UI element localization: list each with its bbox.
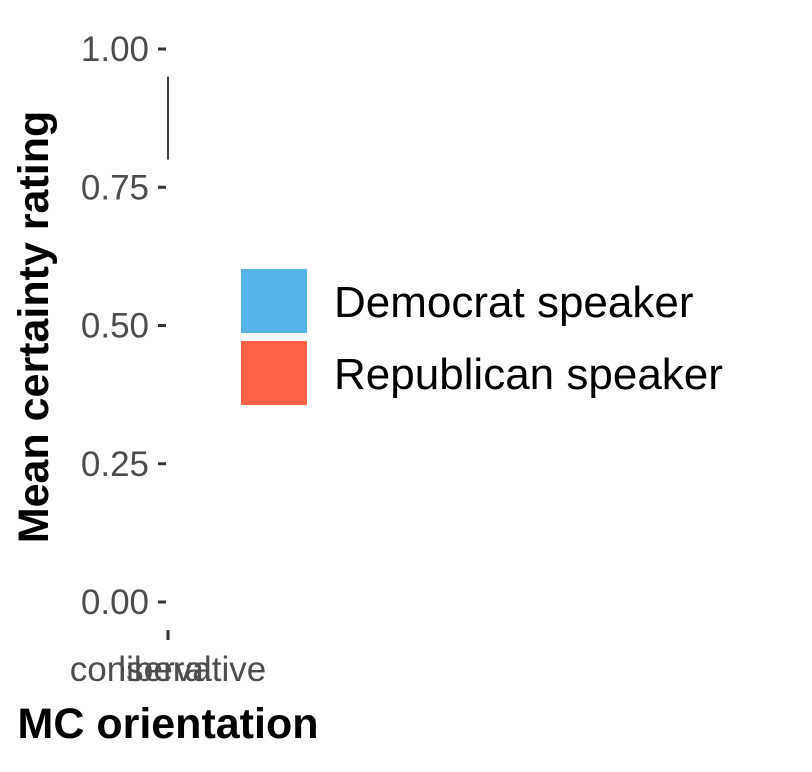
- y-tick-label: 0.25: [81, 445, 149, 484]
- legend-label: Democrat speaker: [334, 278, 693, 327]
- y-axis: 0.00 0.25 0.50 0.75 1.00: [81, 30, 166, 622]
- x-axis-title: MC orientation: [18, 700, 319, 748]
- y-tick-label: 1.00: [81, 30, 149, 69]
- y-tick-label: 0.50: [81, 307, 149, 346]
- legend: Democrat speaker Republican speaker: [239, 267, 723, 407]
- legend-key: [239, 339, 309, 407]
- x-tick-label: liberal: [118, 650, 211, 689]
- y-tick-label: 0.75: [81, 168, 149, 207]
- legend-key: [239, 267, 309, 335]
- y-tick-label: 0.00: [81, 583, 149, 622]
- y-axis-title: Mean certainty rating: [10, 111, 58, 544]
- legend-label: Republican speaker: [334, 350, 723, 399]
- x-tick-label: conservative: [70, 650, 266, 689]
